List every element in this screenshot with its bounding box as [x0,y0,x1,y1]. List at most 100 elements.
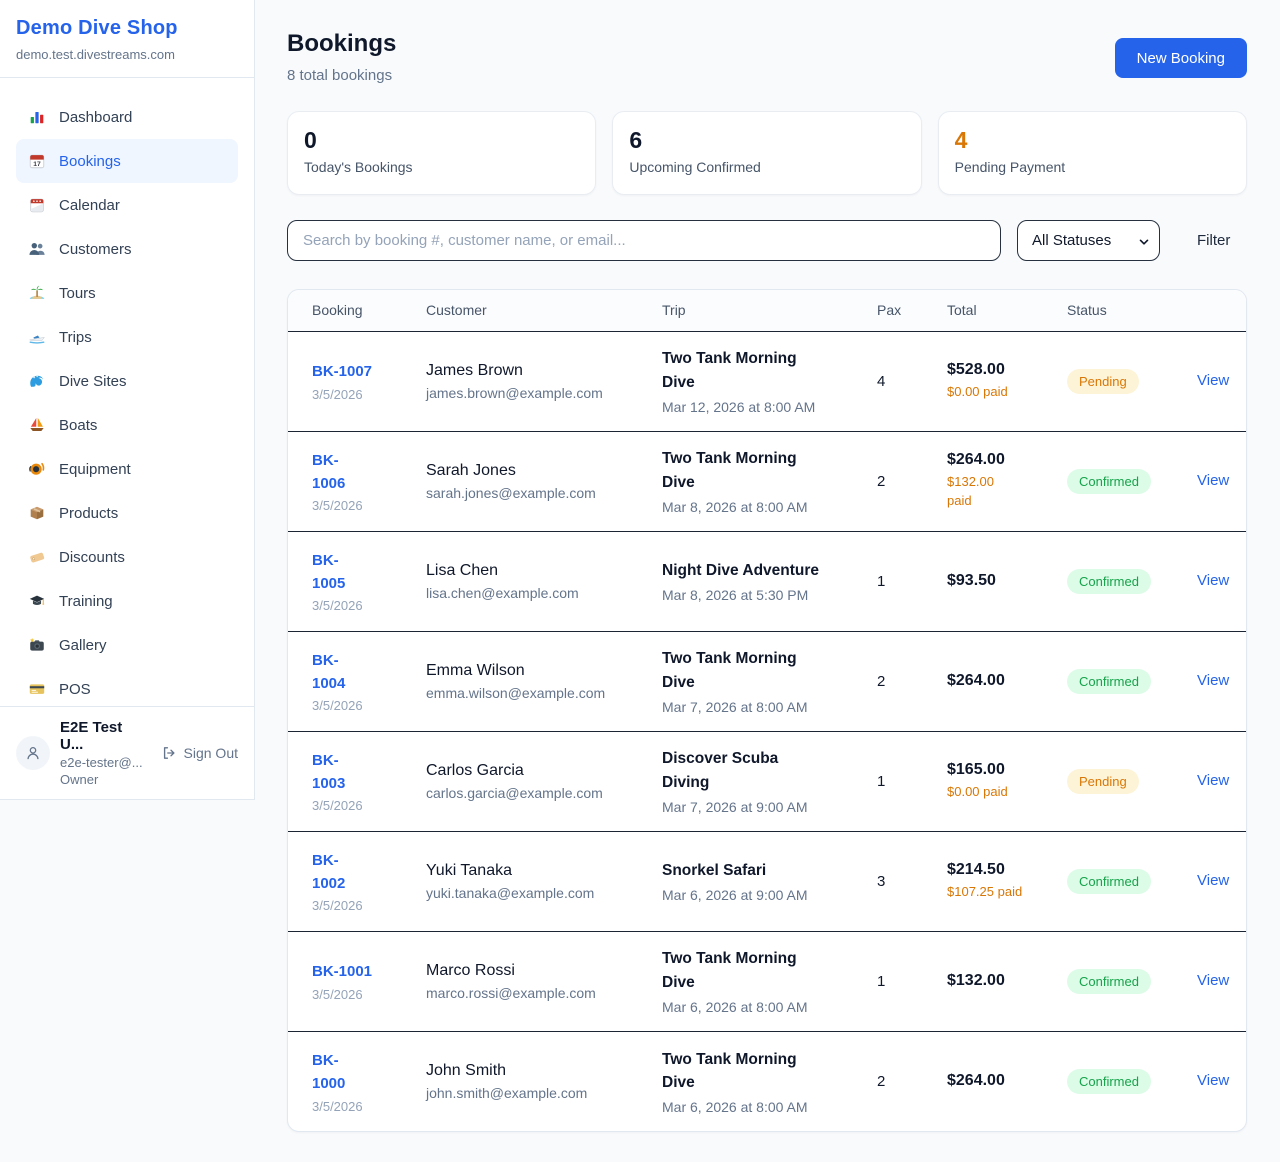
paid-amount: $132.00 paid [947,474,994,508]
sidebar-item-trips[interactable]: Trips [16,315,238,359]
package-icon [28,504,46,522]
view-link[interactable]: View [1197,572,1230,589]
booking-date: 3/5/2026 [312,798,363,814]
bar-chart-icon [28,108,46,126]
sidebar-item-training[interactable]: Training [16,579,238,623]
trip-name: Two Tank Morning Dive [662,350,797,391]
pax-value: 2 [877,1030,947,1131]
total-bookings-count: 8 total bookings [287,67,393,84]
total-amount: $264.00 [947,451,1005,469]
pax-value: 2 [877,430,947,531]
paid-amount: $0.00 paid [947,783,1008,799]
trip-name: Two Tank Morning Dive [662,1050,797,1091]
sidebar-item-dashboard[interactable]: Dashboard [16,95,238,139]
trip-datetime: Mar 7, 2026 at 9:00 AM [662,798,808,815]
sidebar-item-boats[interactable]: Boats [16,403,238,447]
graduation-cap-icon [28,592,46,610]
island-icon [28,284,46,302]
stat-value: 0 [304,127,317,153]
sign-out-button[interactable]: Sign Out [160,744,238,762]
table-row: BK-1001 3/5/2026 Marco Rossi marco.rossi… [288,930,1246,1031]
customer-name: Emma Wilson [426,661,525,679]
customer-email: carlos.garcia@example.com [426,784,603,801]
col-status: Status [1067,290,1197,332]
stat-value: 4 [954,127,968,153]
page-title: Bookings [287,30,397,57]
trip-name: Night Dive Adventure [662,561,820,579]
trip-datetime: Mar 8, 2026 at 5:30 PM [662,587,809,604]
table-header: Booking Customer Trip Pax Total Status [288,290,1246,332]
total-amount: $165.00 [947,760,1005,778]
sidebar-item-bookings[interactable]: 17 Bookings [16,139,238,183]
booking-id-link[interactable]: BK- 1004 [312,651,346,692]
sidebar-item-customers[interactable]: Customers [16,227,238,271]
credit-card-icon [28,680,46,698]
view-link[interactable]: View [1197,772,1230,789]
filter-button[interactable]: Filter [1197,232,1231,249]
booking-id-link[interactable]: BK- 1006 [312,451,346,492]
status-filter-wrap: All Statuses [1017,220,1160,261]
sidebar-item-equipment[interactable]: Equipment [16,447,238,491]
user-box: E2E Test U... e2e-tester@... Owner Sign … [0,706,254,799]
sidebar-item-calendar[interactable]: Calendar [16,183,238,227]
view-link[interactable]: View [1197,372,1230,389]
customer-name: John Smith [426,1061,507,1079]
total-amount: $528.00 [947,360,1005,378]
view-link[interactable]: View [1197,872,1230,889]
status-filter-select[interactable]: All Statuses [1017,220,1160,261]
customer-email: yuki.tanaka@example.com [426,884,595,901]
calendar-date-icon: 17 [28,152,46,170]
stat-card: 0 Today's Bookings [287,111,597,195]
sidebar-item-discounts[interactable]: Discounts [16,535,238,579]
person-icon [24,744,42,762]
page-header: Bookings 8 total bookings New Booking [287,30,1247,84]
customer-name: Lisa Chen [426,561,499,579]
booking-id-link[interactable]: BK-1001 [312,963,373,981]
status-badge: Pending [1067,768,1139,794]
view-link[interactable]: View [1197,472,1230,489]
sidebar-item-dive-sites[interactable]: Dive Sites [16,359,238,403]
sidebar-item-products[interactable]: Products [16,491,238,535]
booking-id-link[interactable]: BK- 1005 [312,551,346,592]
customer-email: lisa.chen@example.com [426,584,579,601]
customer-name: Marco Rossi [426,961,515,979]
label-icon [28,548,46,566]
camera-icon [28,636,46,654]
sidebar-item-tours[interactable]: Tours [16,271,238,315]
status-badge: Confirmed [1067,468,1151,494]
stat-card: 4 Pending Payment [937,111,1247,195]
shop-domain: demo.test.divestreams.com [16,47,175,62]
booking-date: 3/5/2026 [312,498,363,514]
sidebar: Demo Dive Shop demo.test.divestreams.com… [0,0,255,800]
customer-email: sarah.jones@example.com [426,484,596,501]
user-role: Owner [60,772,99,787]
new-booking-button[interactable]: New Booking [1114,38,1247,78]
total-amount: $93.50 [947,572,996,589]
col-booking: Booking [288,290,426,332]
booking-id-link[interactable]: BK-1007 [312,363,373,381]
users-icon [28,240,46,258]
customer-email: john.smith@example.com [426,1084,588,1101]
table-row: BK-1007 3/5/2026 James Brown james.brown… [288,331,1246,431]
table-row: BK- 1005 3/5/2026 Lisa Chen lisa.chen@ex… [288,530,1246,631]
status-badge: Confirmed [1067,968,1151,994]
user-name: E2E Test U... [60,719,123,753]
total-amount: $264.00 [947,672,1005,689]
trip-datetime: Mar 8, 2026 at 8:00 AM [662,498,808,515]
customer-email: emma.wilson@example.com [426,684,606,701]
speedboat-icon [28,328,46,346]
view-link[interactable]: View [1197,672,1230,689]
customer-name: Carlos Garcia [426,761,524,779]
booking-id-link[interactable]: BK- 1000 [312,1052,346,1093]
booking-id-link[interactable]: BK- 1002 [312,851,346,892]
search-input[interactable] [287,220,1001,261]
view-link[interactable]: View [1197,1072,1230,1090]
trip-name: Snorkel Safari [662,861,767,879]
trip-datetime: Mar 12, 2026 at 8:00 AM [662,398,816,415]
sidebar-item-gallery[interactable]: Gallery [16,623,238,667]
pax-value: 3 [877,830,947,931]
sign-out-label: Sign Out [183,745,238,761]
sidebar-item-pos[interactable]: POS [16,667,238,711]
booking-id-link[interactable]: BK- 1003 [312,751,346,792]
view-link[interactable]: View [1197,972,1230,989]
